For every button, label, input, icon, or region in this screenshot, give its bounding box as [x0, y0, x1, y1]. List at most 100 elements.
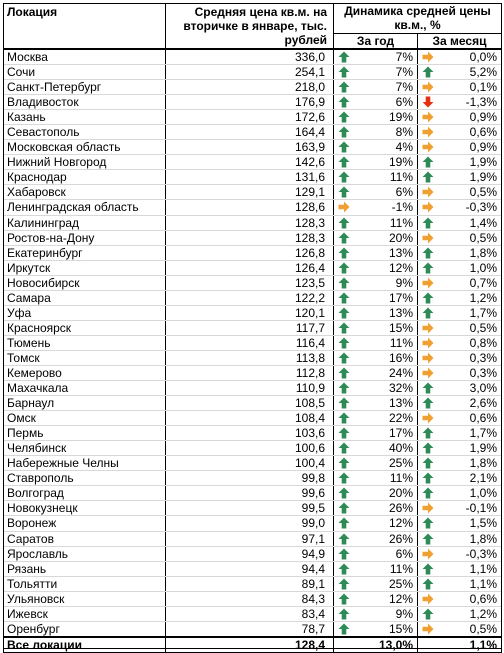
right-arrow-icon: [422, 51, 434, 63]
year-change-value: 15%: [388, 621, 413, 636]
year-change-value: 11%: [389, 561, 413, 576]
up-arrow-icon: [338, 247, 350, 259]
location-cell: Красноярск: [3, 320, 166, 336]
location-cell: Новокузнецк: [3, 500, 166, 517]
year-change-value: 19%: [388, 110, 413, 125]
up-arrow-icon: [338, 111, 350, 123]
year-change-cell: 8%: [333, 124, 418, 141]
year-change-cell: 17%: [333, 425, 418, 442]
up-arrow-icon: [422, 262, 434, 274]
table-row: Барнаул 108,5 13% 2,6%: [3, 395, 503, 412]
year-change-value: 9%: [395, 275, 413, 290]
month-change-cell: 0,1%: [417, 79, 503, 96]
month-change-value: 1,2%: [469, 606, 498, 621]
up-arrow-icon: [338, 322, 350, 334]
month-change-cell: -0,1%: [417, 500, 503, 517]
up-arrow-icon: [338, 337, 350, 349]
price-cell: 100,6: [165, 440, 334, 457]
year-change-value: 12%: [388, 516, 413, 531]
year-change-value: 4%: [395, 140, 413, 155]
up-arrow-icon: [338, 412, 350, 424]
table-row: Иркутск 126,4 12% 1,0%: [3, 260, 503, 276]
total-row: Все локации 128,4 13,0% 1,1%: [3, 635, 503, 653]
month-change-value: 1,2%: [469, 290, 498, 305]
year-change-cell: -1%: [333, 199, 418, 216]
table-row: Новосибирск 123,5 9% 0,7%: [3, 275, 503, 291]
table-row: Ярославль 94,9 6% -0,3%: [3, 546, 503, 562]
month-change-value: 5,2%: [469, 65, 498, 80]
up-arrow-icon: [338, 141, 350, 153]
month-header: За месяц: [417, 33, 503, 50]
location-cell: Самара: [3, 290, 166, 306]
year-change-value: 20%: [388, 486, 413, 501]
month-change-value: 0,9%: [469, 140, 498, 155]
up-arrow-icon: [422, 427, 434, 439]
year-change-value: 6%: [395, 185, 413, 200]
year-change-value: 20%: [388, 230, 413, 245]
right-arrow-icon: [422, 126, 434, 138]
table-row: Калининград 128,3 11% 1,4%: [3, 215, 503, 231]
year-change-cell: 11%: [333, 335, 418, 351]
right-arrow-icon: [422, 352, 434, 364]
price-cell: 128,3: [165, 230, 334, 246]
year-header: За год: [333, 33, 418, 50]
right-arrow-icon: [422, 322, 434, 334]
up-arrow-icon: [422, 457, 434, 469]
price-cell: 89,1: [165, 576, 334, 592]
month-change-cell: 1,1%: [417, 561, 503, 577]
up-arrow-icon: [338, 292, 350, 304]
year-change-cell: 40%: [333, 440, 418, 457]
total-month: 1,1%: [417, 635, 503, 653]
month-change-cell: 1,9%: [417, 154, 503, 171]
year-change-cell: 6%: [333, 546, 418, 562]
location-cell: Иркутск: [3, 260, 166, 276]
location-cell: Ленинградская область: [3, 199, 166, 216]
up-arrow-icon: [338, 578, 350, 590]
month-change-cell: 1,5%: [417, 515, 503, 532]
location-cell: Ставрополь: [3, 470, 166, 487]
up-arrow-icon: [422, 487, 434, 499]
year-change-cell: 6%: [333, 184, 418, 201]
right-arrow-icon: [422, 593, 434, 605]
location-cell: Воронеж: [3, 515, 166, 532]
location-cell: Хабаровск: [3, 184, 166, 201]
year-change-cell: 32%: [333, 380, 418, 397]
location-cell: Ижевск: [3, 606, 166, 622]
up-arrow-icon: [422, 472, 434, 484]
year-change-value: 24%: [388, 366, 413, 380]
month-change-cell: 1,8%: [417, 455, 503, 472]
month-change-value: 0,5%: [469, 185, 498, 200]
month-change-value: 1,9%: [469, 155, 498, 170]
month-change-value: 2,6%: [469, 396, 498, 411]
location-cell: Москва: [3, 49, 166, 66]
up-arrow-icon: [338, 96, 350, 108]
location-cell: Санкт-Петербург: [3, 79, 166, 96]
year-change-value: 12%: [388, 260, 413, 275]
location-cell: Кемерово: [3, 365, 166, 382]
up-arrow-icon: [338, 517, 350, 529]
month-change-cell: 1,8%: [417, 531, 503, 547]
month-change-cell: 0,3%: [417, 350, 503, 366]
right-arrow-icon: [422, 412, 434, 424]
total-year: 13,0%: [333, 635, 418, 653]
right-arrow-icon: [422, 111, 434, 123]
up-arrow-icon: [422, 397, 434, 409]
month-change-cell: 0,9%: [417, 139, 503, 156]
up-arrow-icon: [338, 217, 350, 229]
month-change-cell: 0,7%: [417, 275, 503, 291]
location-cell: Севастополь: [3, 124, 166, 141]
month-change-cell: 0,5%: [417, 230, 503, 246]
up-arrow-icon: [338, 81, 350, 93]
month-change-value: 3,0%: [469, 381, 498, 396]
year-change-value: 11%: [389, 335, 413, 350]
table-row: Махачкала 110,9 32% 3,0%: [3, 380, 503, 397]
month-change-cell: 0,6%: [417, 410, 503, 427]
price-cell: 108,5: [165, 395, 334, 412]
price-cell: 164,4: [165, 124, 334, 141]
up-arrow-icon: [422, 533, 434, 544]
table-row: Саратов 97,1 26% 1,8%: [3, 531, 503, 547]
table-row: Новокузнецк 99,5 26% -0,1%: [3, 500, 503, 517]
location-cell: Саратов: [3, 531, 166, 547]
up-arrow-icon: [338, 593, 350, 605]
up-arrow-icon: [338, 502, 350, 514]
